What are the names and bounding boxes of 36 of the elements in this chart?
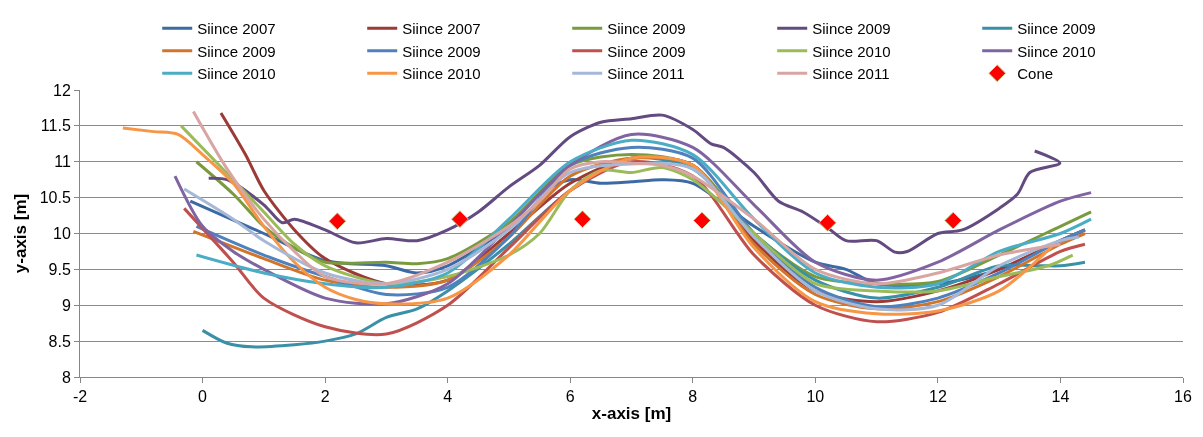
legend-label: Siince 2009: [402, 42, 481, 60]
legend-label: Siince 2010: [402, 65, 481, 83]
x-tick-label: 12: [928, 388, 947, 406]
y-tick-label: 8: [61, 368, 71, 386]
x-tick-label: 6: [565, 388, 575, 406]
legend-label: Siince 2007: [197, 20, 276, 38]
legend-label: Cone: [1017, 65, 1054, 83]
x-tick-label: -2: [72, 388, 88, 406]
x-tick-label: 2: [320, 388, 330, 406]
x-axis-title: x-axis [m]: [591, 403, 672, 423]
y-tick-label: 9: [61, 296, 71, 314]
legend-label: Siince 2009: [607, 42, 686, 60]
y-axis-title: y-axis [m]: [11, 193, 31, 274]
y-tick-label: 10: [53, 225, 71, 243]
legend-label: Siince 2010: [812, 42, 891, 60]
x-tick-label: 14: [1051, 388, 1070, 406]
legend-label: Siince 2009: [197, 42, 276, 60]
legend-label: Siince 2011: [607, 65, 685, 83]
x-tick-label: 4: [443, 388, 453, 406]
y-tick-label: 8.5: [48, 332, 71, 350]
x-tick-label: 10: [806, 388, 825, 406]
legend-label: Siince 2007: [402, 20, 481, 38]
x-tick-label: 8: [688, 388, 698, 406]
legend-label: Siince 2011: [812, 65, 890, 83]
y-tick-label: 11: [54, 153, 71, 171]
x-tick-label: 16: [1174, 388, 1192, 406]
legend-label: Siince 2009: [812, 20, 891, 38]
y-tick-label: 9.5: [48, 260, 71, 278]
y-tick-label: 12: [53, 81, 71, 99]
y-tick-label: 11.5: [40, 117, 71, 135]
legend-label: Siince 2010: [1017, 42, 1096, 60]
legend-label: Siince 2009: [1017, 20, 1096, 38]
y-tick-label: 10.5: [39, 189, 71, 207]
legend-label: Siince 2009: [607, 20, 686, 38]
x-tick-label: 0: [198, 388, 208, 406]
legend-label: Siince 2010: [197, 65, 276, 83]
